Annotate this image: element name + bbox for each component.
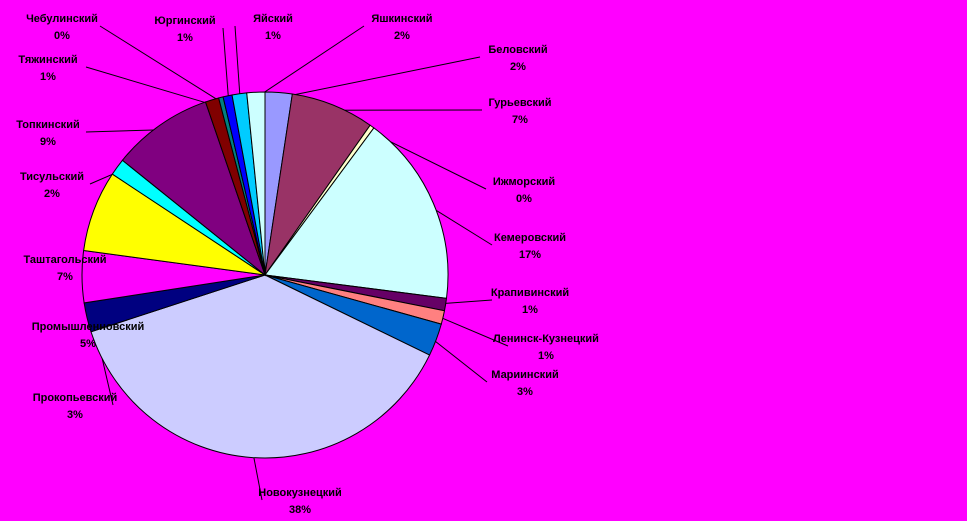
slice-label-name: Тисульский: [20, 171, 84, 183]
slice-label-name: Крапивинский: [491, 287, 569, 299]
slice-label-name: Чебулинский: [26, 13, 98, 25]
slice-label-value: 1%: [177, 32, 193, 44]
pie-slice: [121, 101, 267, 277]
leader-line: [428, 204, 493, 246]
leader-line: [440, 299, 493, 305]
pie-slice: [264, 127, 449, 299]
slice-label-name: Таштагольский: [23, 254, 106, 266]
slice-label-name: Яшкинский: [371, 13, 432, 25]
slice-label-value: 2%: [44, 188, 60, 200]
leader-line: [255, 25, 365, 99]
slice-label-name: Беловский: [488, 44, 547, 56]
slice-label-value: 9%: [40, 136, 56, 148]
leader-line: [85, 66, 214, 106]
slice-label-value: 3%: [67, 409, 83, 421]
pie-slice: [246, 91, 266, 276]
pie-slice: [90, 274, 431, 459]
leader-line: [222, 27, 230, 102]
slice-label-value: 38%: [289, 504, 311, 516]
leader-line: [85, 129, 164, 133]
slice-label-value: 2%: [394, 30, 410, 42]
slice-label-name: Мариинский: [491, 369, 558, 381]
slice-label-value: 1%: [522, 304, 538, 316]
slice-label-value: 1%: [265, 30, 281, 42]
slice-label-value: 0%: [516, 193, 532, 205]
slice-label-value: 0%: [54, 30, 70, 42]
slice-label-name: Гурьевский: [488, 97, 551, 109]
leader-line: [99, 25, 223, 104]
slice-label-value: 3%: [517, 386, 533, 398]
slice-label-value: 7%: [512, 114, 528, 126]
slice-label-name: Ленинск-Кузнецкий: [493, 333, 599, 345]
slice-label-name: Тяжинский: [18, 54, 77, 66]
slice-label-value: 1%: [40, 71, 56, 83]
slice-label-value: 17%: [519, 249, 541, 261]
slice-label-value: 1%: [538, 350, 554, 362]
leader-line: [278, 56, 481, 99]
slice-label-name: Ижморский: [493, 176, 555, 188]
leader-line: [234, 25, 241, 100]
slice-label-name: Яйский: [253, 13, 293, 25]
slice-label-name: Промышленновский: [32, 321, 145, 333]
leader-line: [430, 337, 488, 383]
slice-label-name: Новокузнецкий: [258, 487, 342, 499]
leader-line: [437, 315, 509, 347]
slice-label-value: 5%: [80, 338, 96, 350]
slice-label-name: Кемеровский: [494, 232, 566, 244]
slice-label-value: 2%: [510, 61, 526, 73]
slice-label-name: Топкинский: [16, 119, 79, 131]
slice-label-name: Прокопьевский: [33, 392, 118, 404]
leader-line: [252, 451, 263, 501]
slice-label-value: 7%: [57, 271, 73, 283]
slice-label-name: Юргинский: [154, 15, 215, 27]
